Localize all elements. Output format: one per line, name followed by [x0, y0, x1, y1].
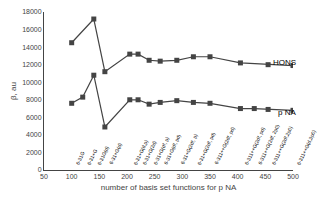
- svg-text:6-311++G(2df, pd): 6-311++G(2df, pd): [243, 126, 266, 166]
- svg-text:6-311++G(d,3p0): 6-311++G(d,3p0): [295, 129, 317, 166]
- svg-text:10000: 10000: [22, 79, 42, 86]
- svg-text:14000: 14000: [22, 44, 42, 51]
- svg-text:150: 150: [93, 173, 105, 180]
- svg-text:300: 300: [176, 173, 188, 180]
- svg-text:HONS: HONS: [273, 58, 296, 67]
- svg-text:350: 350: [204, 173, 216, 180]
- svg-text:6-31G(d): 6-31G(d): [96, 145, 110, 166]
- svg-text:100: 100: [66, 173, 78, 180]
- svg-text:4000: 4000: [26, 131, 42, 138]
- svg-text:50: 50: [40, 173, 48, 180]
- svg-text:number of basis set functions: number of basis set functions for p NA: [101, 183, 237, 192]
- svg-text:500: 500: [287, 173, 299, 180]
- svg-text:250: 250: [149, 173, 161, 180]
- svg-text:0: 0: [38, 166, 42, 173]
- svg-text:6-31+G(df, pd): 6-31+G(df, pd): [163, 133, 182, 165]
- svg-text:200: 200: [121, 173, 133, 180]
- svg-text:6-31+G: 6-31+G: [86, 148, 99, 166]
- svg-text:6000: 6000: [26, 114, 42, 121]
- svg-text:400: 400: [232, 173, 244, 180]
- svg-text:6-31+G(2df, p): 6-31+G(2df, p): [179, 133, 198, 165]
- svg-text:β, au: β, au: [9, 82, 18, 100]
- svg-text:6-31+G(d): 6-31+G(d): [108, 142, 123, 166]
- svg-text:12000: 12000: [22, 61, 42, 68]
- svg-text:6-311++G(2df, 2p0): 6-311++G(2df, 2p0): [257, 123, 281, 165]
- svg-text:6-31+G(df, p): 6-31+G(df, p): [152, 136, 170, 166]
- svg-text:6-31+G(2df, pd): 6-31+G(2df, pd): [196, 131, 217, 166]
- svg-text:6-31+G(2d): 6-31+G(2d): [141, 140, 157, 166]
- svg-text:2000: 2000: [26, 149, 42, 156]
- svg-text:6-31G: 6-31G: [74, 150, 85, 165]
- svg-text:450: 450: [259, 173, 271, 180]
- svg-text:16000: 16000: [22, 26, 42, 33]
- svg-text:6-31+G(d,p): 6-31+G(d,p): [132, 138, 149, 165]
- svg-text:6-311++G(2df,2p0): 6-311++G(2df,2p0): [270, 125, 293, 166]
- svg-text:6-311++G(2df, pd): 6-311++G(2df, pd): [213, 125, 236, 165]
- svg-text:18000: 18000: [22, 8, 42, 15]
- svg-text:p NA: p NA: [278, 108, 296, 117]
- svg-text:8000: 8000: [26, 96, 42, 103]
